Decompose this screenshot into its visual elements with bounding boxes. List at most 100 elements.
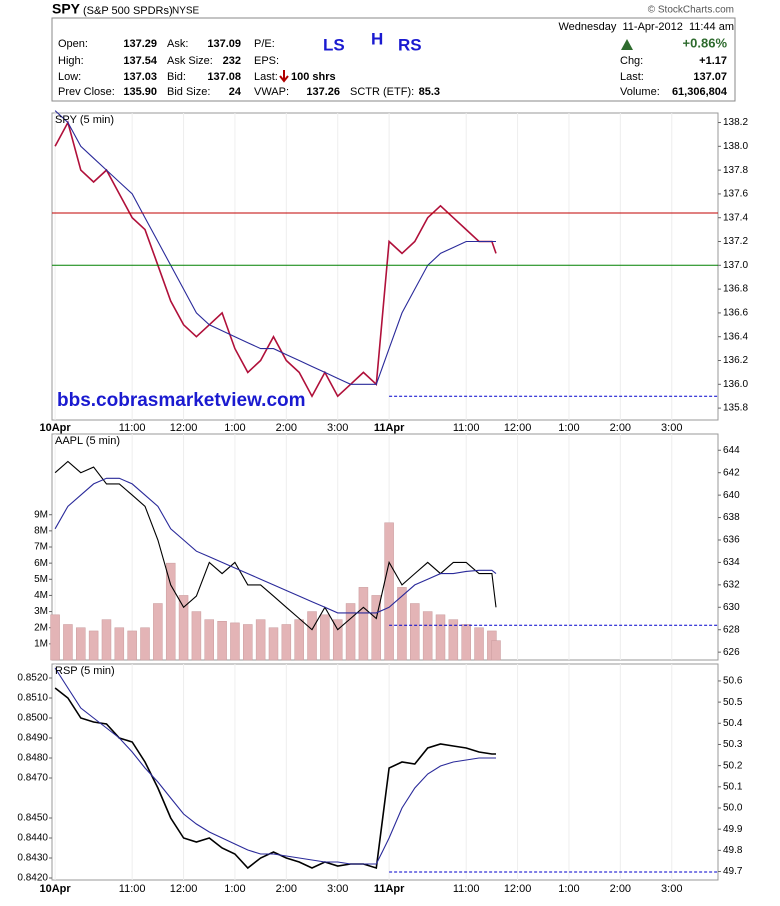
symbol: SPY [52,1,81,17]
symbol-name: (S&P 500 SPDRs) [83,5,173,17]
y-tick-label: 138.2 [723,117,748,128]
volume-bar [268,627,279,661]
x-tick-label: 2:00 [276,422,297,434]
volume-bar [88,630,99,661]
y-tick-label: 636 [723,535,740,546]
x-tick-label: 11Apr [374,883,405,895]
y-tick-label: 1M [34,638,48,649]
label: Chg: [620,55,643,67]
x-tick-label: 10Apr [39,883,71,895]
volume-bar [165,562,176,661]
volume-bar [243,624,253,661]
y-tick-label: 628 [723,624,740,635]
value: 137.08 [207,71,241,83]
value: +1.17 [699,55,727,67]
volume-bar [320,614,330,661]
x-tick-label: 11:00 [119,883,146,895]
label: Last: [254,71,278,83]
y-tick-label: 8M [34,525,48,536]
volume-bar [384,522,394,661]
x-tick-label: 11:00 [453,883,480,895]
label: SCTR (ETF): [350,86,414,98]
x-tick-label: 1:00 [224,883,245,895]
label: EPS: [254,55,279,67]
x-tick-label: 10Apr [39,422,71,434]
y-tick-label: 138.0 [723,141,748,152]
y-tick-label: 4M [34,590,48,601]
volume-bar [461,624,471,661]
price-line [54,667,496,865]
x-tick-label: 11Apr [374,422,405,434]
x-tick-label: 12:00 [504,422,532,434]
value: 137.07 [693,71,727,83]
volume-bar [358,587,369,661]
y-tick-label: 0.8470 [17,773,48,784]
y-tick-label: 137.0 [723,260,748,271]
price-line [54,477,497,614]
y-tick-label: 136.4 [723,331,748,342]
label: High: [58,55,84,67]
y-tick-label: 0.8440 [17,833,48,844]
y-tick-label: 49.8 [723,845,743,856]
x-tick-label: 3:00 [327,422,348,434]
value: 24 [229,86,242,98]
x-tick-label: 2:00 [610,883,631,895]
y-tick-label: 136.0 [723,379,748,390]
label: Low: [58,71,81,83]
volume-bar [153,603,163,661]
volume-bar [50,614,60,661]
y-tick-label: 0.8420 [17,873,48,884]
x-tick-label: 2:00 [610,422,631,434]
y-tick-label: 632 [723,579,740,590]
volume-bar [204,619,214,661]
copyright: © StockCharts.com [648,5,734,16]
volume-bar [281,624,292,661]
x-tick-label: 3:00 [661,883,682,895]
label: Bid: [167,71,186,83]
value: 137.03 [123,71,157,83]
volume-bar [371,595,382,661]
volume-bar [140,627,150,661]
volume-bar [332,619,343,661]
down-arrow [279,70,289,83]
y-tick-label: 137.8 [723,165,748,176]
y-tick-label: 137.6 [723,189,748,200]
volume-bar [127,630,137,661]
volume-bar [294,619,304,661]
x-tick-label: 2:00 [276,883,297,895]
x-tick-label: 1:00 [558,883,579,895]
label: Bid Size: [167,86,210,98]
y-tick-label: 49.7 [723,866,743,877]
volume-bar [422,611,433,661]
y-tick-label: 642 [723,467,740,478]
volume-bar [178,595,189,661]
volume-bar [63,624,73,661]
x-tick-label: 11:00 [119,422,146,434]
y-tick-label: 49.9 [723,824,743,835]
x-tick-label: 1:00 [224,422,245,434]
panel-title: RSP (5 min) [55,665,115,677]
header-box [51,17,736,102]
exchange: NYSE [172,6,200,17]
value: 232 [223,55,241,67]
label: Ask Size: [167,55,213,67]
value: 61,306,804 [672,86,728,98]
annotation: LS [323,35,345,54]
x-tick-label: 1:00 [558,422,579,434]
plot-frame [51,663,719,881]
volume-bar [435,614,446,661]
annotation: RS [398,35,422,54]
y-tick-label: 136.2 [723,355,748,366]
up-arrow [621,39,633,50]
y-tick-label: 9M [34,509,48,520]
volume-bar [255,619,266,661]
y-tick-label: 3M [34,606,48,617]
y-tick-label: 50.0 [723,803,743,814]
panel-title: SPY (5 min) [55,114,114,126]
volume-bar [101,619,112,661]
y-tick-label: 0.8510 [17,693,48,704]
y-tick-label: 640 [723,490,740,501]
y-tick-label: 50.1 [723,781,743,792]
